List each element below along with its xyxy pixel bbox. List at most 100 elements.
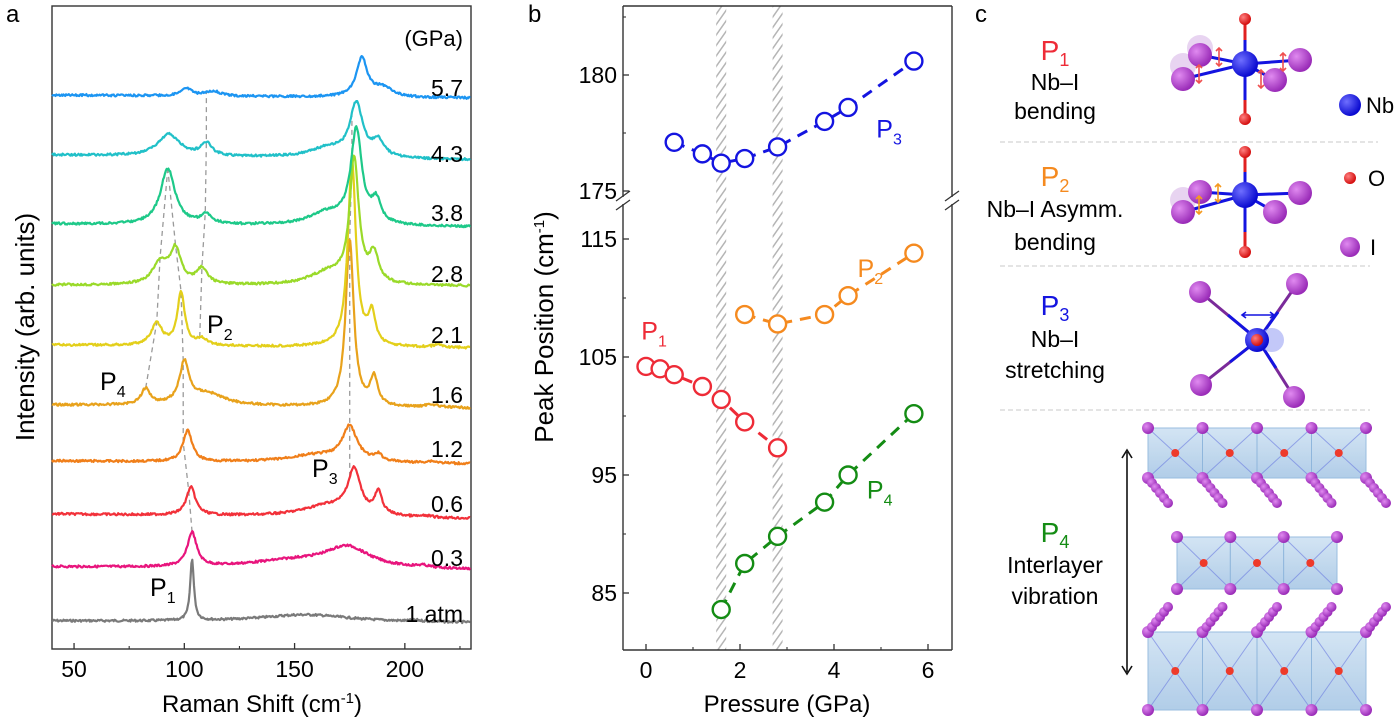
mode-p3-symbol: P3 xyxy=(1041,290,1070,325)
spectrum-trace-1-atm xyxy=(51,558,471,625)
panel-a-x-ticks: 50 100 150 200 xyxy=(61,643,461,682)
legend-i-icon xyxy=(1340,237,1360,257)
oxygen-atom xyxy=(1199,559,1208,567)
oxygen-atom xyxy=(1225,449,1234,457)
iodine-atom xyxy=(1224,531,1237,543)
peak-annotation-P4: P4 xyxy=(100,368,126,401)
iodine-atom xyxy=(1142,422,1154,434)
iodine-atom xyxy=(1251,422,1263,434)
spectrum-trace-2.1 xyxy=(51,158,471,350)
y-tick-label: 85 xyxy=(591,580,617,606)
oxygen-atom xyxy=(1225,667,1234,675)
iodine-atom xyxy=(1326,602,1337,612)
mode-p2-line2: bending xyxy=(1014,229,1096,255)
pressure-unit-label: (GPa) xyxy=(404,26,463,51)
iodine-atom xyxy=(1190,374,1212,396)
series-P3: P3 xyxy=(664,51,924,173)
series-label-P4: P4 xyxy=(867,477,893,510)
panel-a-label: a xyxy=(6,1,20,28)
iodine-atom xyxy=(1272,498,1282,508)
data-point-P3 xyxy=(692,144,713,164)
axis-break-mark xyxy=(615,199,631,211)
data-point-P3 xyxy=(904,51,924,71)
spectrum-trace-0.3 xyxy=(51,530,472,571)
axis-break-mark xyxy=(615,190,631,202)
mode-p2-label: P2 Nb–I Asymm. bending xyxy=(987,161,1124,255)
legend-nb-label: Nb xyxy=(1366,93,1394,118)
interlayer-arrow xyxy=(1121,448,1133,676)
stretch-arrow xyxy=(1240,311,1276,319)
axis-break-mark xyxy=(944,190,960,202)
vibration-arrows xyxy=(1195,46,1287,90)
data-point-P3 xyxy=(735,148,755,169)
panel-c: c P1 Nb–I bending P2 Nb–I Asymm. bending… xyxy=(975,1,1394,716)
data-point-P3 xyxy=(838,97,858,118)
pressure-label: 0.3 xyxy=(431,545,463,571)
octahedral-layer xyxy=(1142,602,1391,716)
mode-p2-line1: Nb–I Asymm. xyxy=(987,196,1124,222)
iodine-atom xyxy=(1188,43,1212,67)
oxygen-atom xyxy=(1171,449,1180,457)
mode-p1-label: P1 Nb–I bending xyxy=(1014,35,1096,124)
oxygen-atom xyxy=(1334,449,1343,457)
series-label-P3: P3 xyxy=(876,116,902,149)
mode-p4-line2: vibration xyxy=(1012,583,1099,609)
iodine-atom xyxy=(1163,602,1173,612)
octahedral-layer xyxy=(1142,422,1391,508)
trend-line-P3 xyxy=(673,59,915,165)
data-point-P4 xyxy=(838,465,858,485)
x-tick-label: 200 xyxy=(386,656,424,682)
oxygen-atom xyxy=(1306,559,1315,567)
oxygen-atom xyxy=(1253,559,1261,567)
iodine-atom xyxy=(1163,498,1173,508)
p3-octahedron-diagram xyxy=(1189,273,1308,408)
data-point-P2 xyxy=(838,285,858,306)
peak-guide-P2 xyxy=(199,92,208,338)
y-tick-label: 115 xyxy=(580,226,617,252)
peak-annotation-P1: P1 xyxy=(150,574,176,607)
x-title-main: Raman Shift (cm xyxy=(162,691,341,718)
legend-i-label: I xyxy=(1370,235,1376,260)
oxygen-atom xyxy=(1171,667,1180,675)
iodine-atom xyxy=(1217,498,1228,508)
iodine-atom xyxy=(1188,180,1212,204)
series-label-P2: P2 xyxy=(858,255,884,288)
iodine-atom xyxy=(1286,273,1308,295)
iodine-atom xyxy=(1142,704,1154,716)
pressure-label: 1.6 xyxy=(431,382,463,408)
peak-guide-P1 xyxy=(167,168,193,532)
panel-a-x-axis-title: Raman Shift (cm-1) xyxy=(162,690,362,718)
iodine-atom xyxy=(1305,704,1318,716)
data-point-P1 xyxy=(664,365,684,385)
data-point-P2 xyxy=(735,304,755,325)
trend-line-P4 xyxy=(719,412,915,611)
y-title-main: Peak Position (cm xyxy=(529,233,559,443)
legend-nb-icon xyxy=(1339,94,1361,116)
p4-layer-structure xyxy=(1142,422,1391,716)
mode-p1-line1: Nb–I xyxy=(1031,69,1080,95)
pressure-label: 0.6 xyxy=(431,491,463,517)
oxygen-atom xyxy=(1239,246,1251,258)
phase-boundary-band xyxy=(716,6,727,650)
series-P1: P1 xyxy=(636,317,788,458)
iodine-atom xyxy=(1360,704,1372,716)
x-title-sup: -1 xyxy=(341,690,354,707)
mode-p4-label: P4 Interlayer vibration xyxy=(1007,517,1103,609)
pressure-label: 2.1 xyxy=(431,322,463,348)
data-point-P4 xyxy=(767,526,788,547)
legend-o-label: O xyxy=(1368,166,1385,191)
panel-b: b 0 2 4 6 175 180 85 95 105 115 P3 P2 P1 P4 Pressure… xyxy=(528,1,960,718)
data-point-P2 xyxy=(814,304,835,325)
spectrum-trace-3.8 xyxy=(51,125,472,229)
iodine-atom xyxy=(1305,422,1318,434)
data-point-P3 xyxy=(664,132,684,152)
iodine-atom xyxy=(1263,68,1287,92)
x-tick-label: 50 xyxy=(61,656,87,682)
mode-p3-line2: stretching xyxy=(1005,357,1105,383)
panel-c-label: c xyxy=(975,1,987,28)
y-tick-label: 105 xyxy=(579,344,617,370)
spectrum-trace-1.6 xyxy=(51,238,471,410)
iodine-atom xyxy=(1360,422,1372,434)
mode-p2-symbol: P2 xyxy=(1041,161,1070,196)
